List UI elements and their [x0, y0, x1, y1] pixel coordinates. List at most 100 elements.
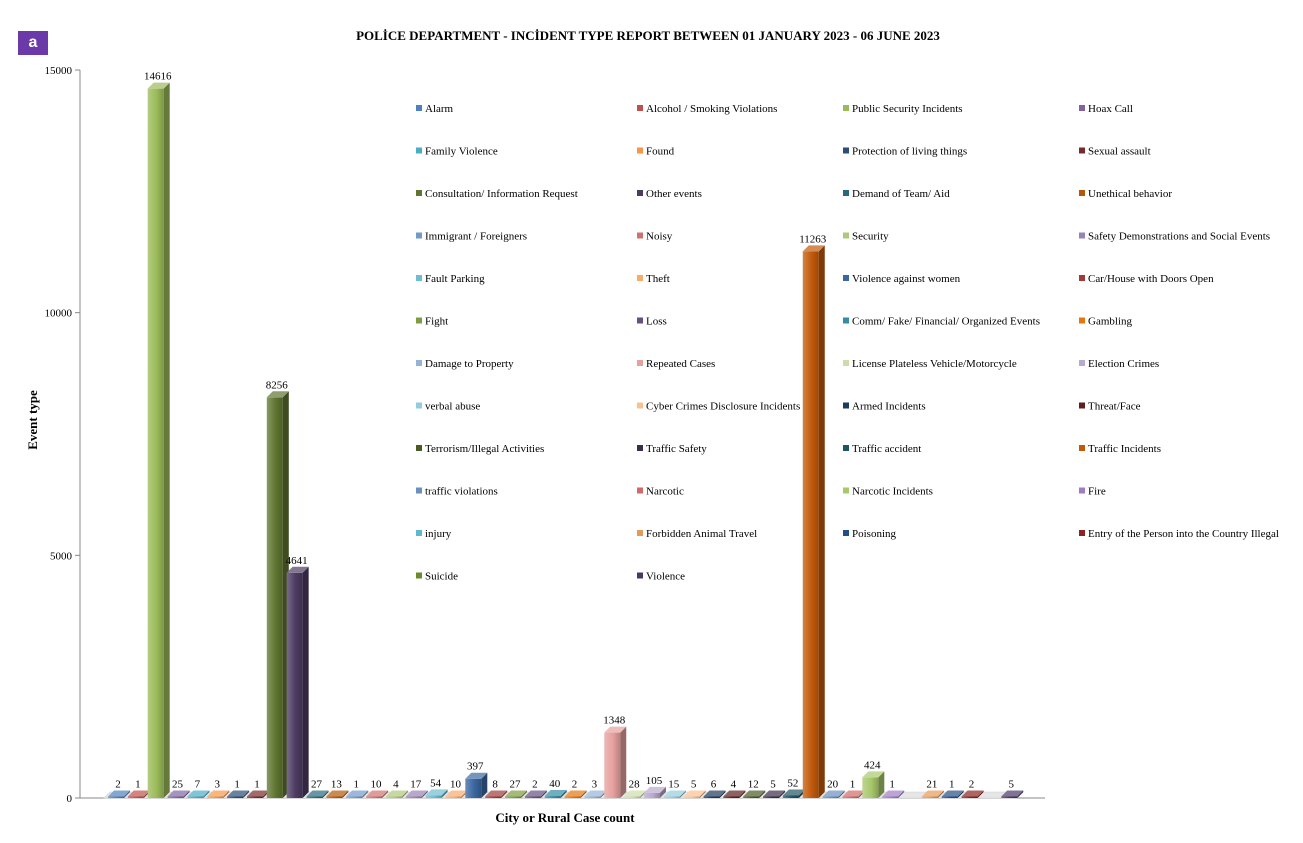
legend-item: Safety Demonstrations and Social Events — [1079, 231, 1270, 243]
bar — [485, 796, 502, 798]
data-label: 2 — [572, 779, 578, 791]
data-label: 1 — [234, 779, 240, 791]
legend-item: Demand of Team/ Aid — [843, 188, 950, 200]
bar-top — [524, 790, 547, 797]
legend-swatch — [1079, 147, 1085, 154]
legend-label: Unethical behavior — [1088, 188, 1172, 200]
legend-item: Gambling — [1079, 316, 1132, 328]
bar-top — [723, 790, 746, 797]
legend-label: License Plateless Vehicle/Motorcycle — [852, 358, 1017, 370]
legend-label: Demand of Team/ Aid — [852, 188, 950, 200]
legend-swatch — [637, 402, 643, 409]
bar-group: 1 — [941, 779, 964, 798]
legend-item: Damage to Property — [416, 358, 514, 370]
bar-top — [703, 790, 726, 797]
data-label: 1 — [850, 779, 856, 791]
legend-item: Family Violence — [416, 146, 498, 158]
data-label: 10 — [450, 779, 462, 791]
legend-label: Traffic accident — [852, 443, 921, 455]
legend-swatch — [843, 147, 849, 154]
y-tick-label: 15000 — [45, 65, 73, 77]
bar — [703, 796, 720, 798]
bar-group: 1 — [227, 779, 250, 798]
legend-swatch — [416, 232, 422, 239]
legend-item: Security — [843, 231, 889, 243]
bar-side — [421, 790, 428, 798]
legend-swatch — [416, 445, 422, 451]
legend-swatch — [637, 317, 643, 324]
data-label: 6 — [711, 779, 717, 791]
legend-item: Terrorism/Illegal Activities — [416, 443, 544, 455]
bar-top — [485, 790, 508, 797]
legend-item: Violence against women — [843, 273, 961, 285]
bar — [385, 796, 402, 798]
legend-label: Damage to Property — [425, 358, 514, 370]
bar-side — [223, 790, 230, 798]
bar-top — [405, 790, 428, 797]
bar-top — [683, 790, 706, 797]
legend-label: Suicide — [425, 571, 458, 583]
bar-side — [382, 790, 389, 798]
bar — [604, 732, 621, 798]
data-label: 21 — [926, 779, 937, 791]
legend-label: traffic violations — [425, 486, 498, 498]
bar-group: 13 — [326, 779, 349, 798]
legend-swatch — [416, 530, 422, 536]
legend-item: Traffic Safety — [637, 443, 707, 455]
legend-label: Entry of the Person into the Country Ill… — [1088, 528, 1279, 540]
data-label: 1 — [949, 779, 955, 791]
data-label: 8256 — [266, 379, 289, 391]
data-label: 4 — [393, 779, 399, 791]
legend-item: Sexual assault — [1079, 146, 1151, 158]
bar-group: 2 — [961, 779, 984, 798]
legend-item: Violence — [637, 571, 685, 583]
data-label: 5 — [691, 779, 697, 791]
data-label: 27 — [311, 779, 323, 791]
legend-swatch — [637, 445, 643, 451]
legend-swatch — [1079, 360, 1085, 366]
legend-label: Forbidden Animal Travel — [646, 528, 757, 540]
bar — [227, 796, 244, 798]
data-label: 20 — [827, 779, 839, 791]
legend-label: Violence — [646, 571, 685, 583]
legend-swatch — [637, 147, 643, 154]
legend-label: Security — [852, 231, 889, 243]
legend-item: Fight — [416, 316, 448, 328]
legend-label: Consultation/ Information Request — [425, 188, 578, 200]
y-tick-label: 5000 — [50, 550, 73, 562]
bar-group: 10 — [445, 779, 468, 798]
legend-swatch — [843, 190, 849, 196]
legend-label: Terrorism/Illegal Activities — [425, 443, 544, 455]
legend-label: Threat/Face — [1088, 401, 1141, 413]
bar-top — [326, 790, 349, 797]
bar-top — [227, 790, 250, 797]
legend-label: Fire — [1088, 486, 1106, 498]
bar-top — [624, 790, 647, 797]
bar-side — [302, 566, 309, 798]
data-label: 424 — [864, 759, 881, 771]
legend-label: Election Crimes — [1088, 358, 1159, 370]
bar — [246, 796, 263, 798]
bar — [763, 796, 780, 798]
bar-side — [977, 790, 984, 798]
bar-side — [898, 790, 905, 798]
legend-label: Traffic Safety — [646, 443, 707, 455]
bar-group: 8256 — [266, 379, 289, 798]
legend-swatch — [843, 275, 849, 281]
legend-label: Fight — [425, 316, 448, 328]
legend-label: Family Violence — [425, 146, 498, 158]
bar-group: 17 — [405, 779, 428, 798]
legend-item: Fire — [1079, 486, 1106, 498]
data-label: 10 — [371, 779, 383, 791]
bar-side — [342, 790, 349, 798]
legend-label: Comm/ Fake/ Financial/ Organized Events — [852, 316, 1040, 328]
bar-top — [465, 772, 488, 779]
legend-label: Traffic Incidents — [1088, 443, 1161, 455]
bar-side — [163, 82, 170, 799]
legend-label: Loss — [646, 316, 667, 328]
legend-swatch — [416, 317, 422, 324]
legend-label: Armed Incidents — [852, 401, 926, 413]
bar-group: 2 — [108, 779, 130, 798]
bar-top — [1001, 790, 1024, 797]
